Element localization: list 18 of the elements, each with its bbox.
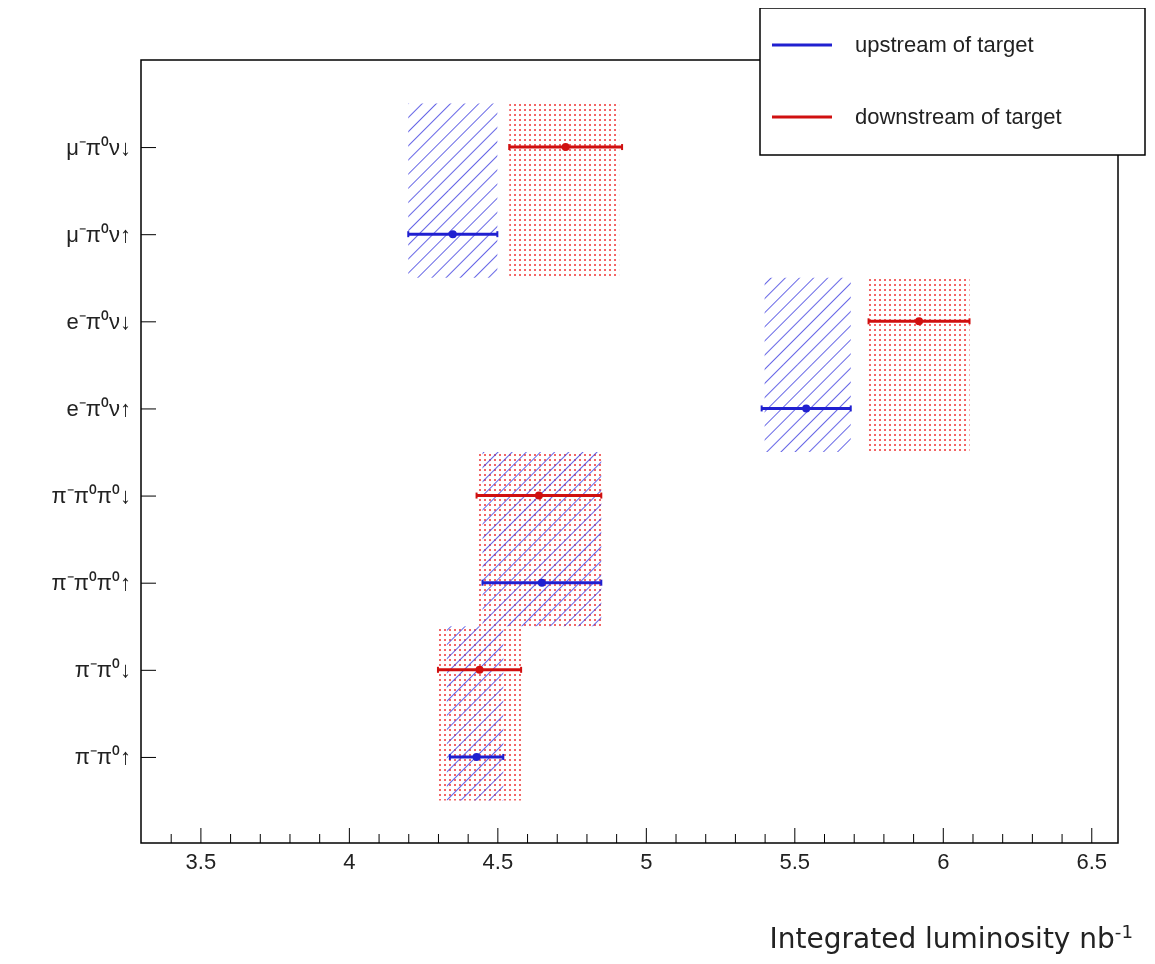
y-tick-label: e⁻π⁰ν↓ — [66, 308, 131, 334]
x-tick-label: 4.5 — [482, 848, 514, 874]
x-tick-label: 5 — [640, 848, 653, 874]
x-axis-title: Integrated luminosity nb$^{-1}$ — [769, 920, 1133, 955]
x-tick-label: 3.5 — [185, 848, 217, 874]
x-tick-label: 4 — [343, 848, 356, 874]
legend-label: downstream of target — [855, 104, 1062, 129]
y-tick-label: π⁻π⁰↓ — [74, 657, 131, 683]
y-tick-label: π⁻π⁰π⁰↓ — [51, 483, 131, 509]
y-tick-label: π⁻π⁰π⁰↑ — [51, 570, 131, 596]
legend-label: upstream of target — [855, 32, 1034, 57]
x-tick-label: 6.5 — [1076, 848, 1108, 874]
y-tick-label: μ⁻π⁰ν↑ — [66, 221, 131, 247]
y-tick-label: π⁻π⁰↑ — [74, 744, 131, 770]
y-tick-label: μ⁻π⁰ν↓ — [66, 134, 131, 160]
y-tick-label: e⁻π⁰ν↑ — [66, 395, 131, 421]
x-tick-label: 6 — [937, 848, 950, 874]
x-tick-label: 5.5 — [779, 848, 811, 874]
